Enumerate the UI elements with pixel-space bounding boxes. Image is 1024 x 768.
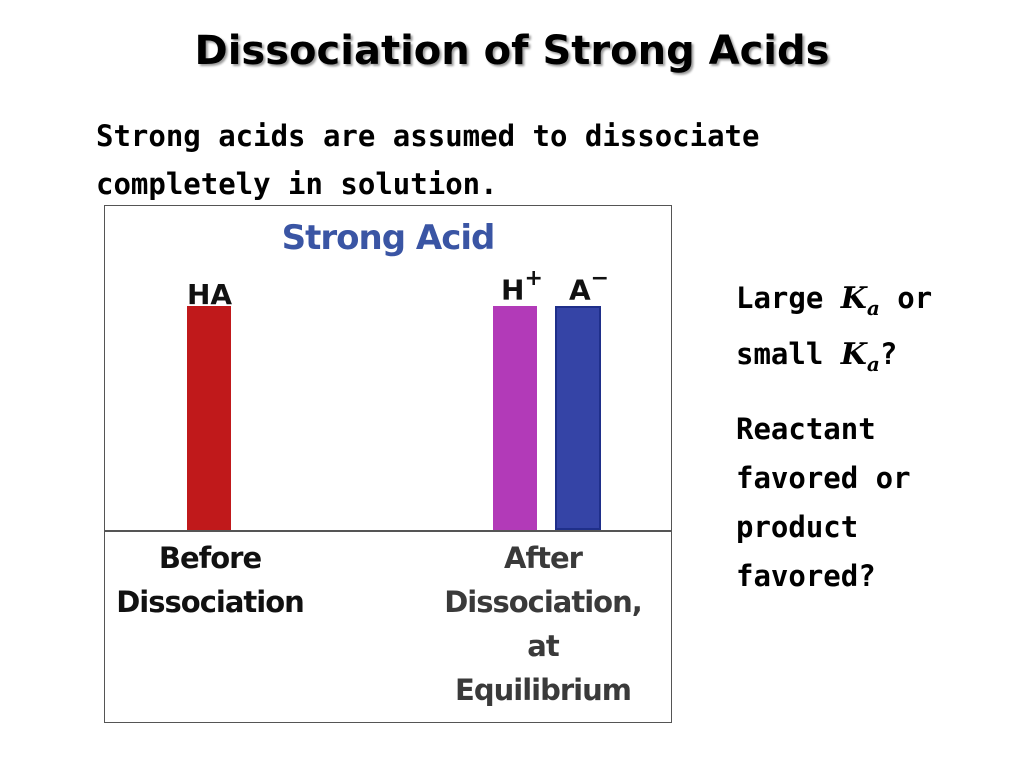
slide-title: Dissociation of Strong Acids [194,28,830,74]
baseline-panel: Before Dissociation After Dissociation, … [105,530,671,724]
caption-after: After Dissociation, at Equilibrium [444,541,643,707]
bar-ha [187,306,231,530]
label-h-plus: H+ [501,266,543,307]
label-ha: HA [187,278,233,311]
question-favored: Reactant favored or product favored? [736,412,911,593]
intro-text: Strong acids are assumed to dissociate c… [96,119,760,201]
diagram-title: Strong Acid [281,218,496,258]
strong-acid-diagram: Strong Acid HA H+ A− Before Dissociation… [104,205,672,723]
bar-h-plus [493,306,537,530]
questions: Large Ka or small Ka? Reactant favored o… [736,275,1006,601]
question-ka: Large Ka or small Ka? [736,281,933,376]
bar-a-minus [555,306,601,530]
caption-before: Before Dissociation [116,541,305,619]
label-a-minus: A− [569,266,610,307]
